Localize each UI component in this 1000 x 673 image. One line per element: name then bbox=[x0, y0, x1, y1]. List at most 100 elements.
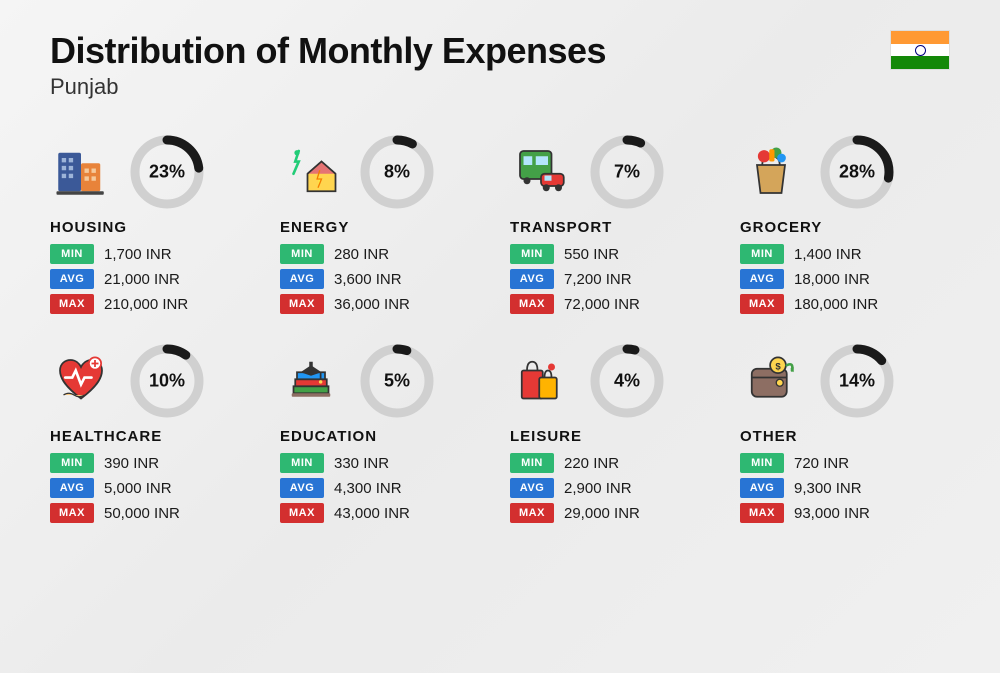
stat-row-avg: AVG 4,300 INR bbox=[280, 478, 490, 498]
category-name: HEALTHCARE bbox=[50, 428, 260, 445]
stat-row-avg: AVG 21,000 INR bbox=[50, 269, 260, 289]
percent-label: 23% bbox=[149, 162, 185, 183]
stat-row-min: MIN 330 INR bbox=[280, 453, 490, 473]
max-label: MAX bbox=[50, 294, 94, 314]
max-value: 29,000 INR bbox=[564, 505, 640, 522]
max-label: MAX bbox=[280, 294, 324, 314]
max-label: MAX bbox=[280, 503, 324, 523]
percent-ring: 23% bbox=[130, 135, 204, 209]
stat-row-min: MIN 220 INR bbox=[510, 453, 720, 473]
svg-text:$: $ bbox=[775, 362, 781, 373]
avg-label: AVG bbox=[740, 269, 784, 289]
max-label: MAX bbox=[50, 503, 94, 523]
other-icon: $ bbox=[740, 350, 802, 412]
category-card: $ 14% OTHER MIN 720 INR AVG 9,300 INR MA… bbox=[740, 344, 950, 523]
min-value: 220 INR bbox=[564, 455, 619, 472]
stat-row-avg: AVG 5,000 INR bbox=[50, 478, 260, 498]
stat-row-avg: AVG 18,000 INR bbox=[740, 269, 950, 289]
max-value: 72,000 INR bbox=[564, 296, 640, 313]
percent-label: 28% bbox=[839, 162, 875, 183]
avg-value: 4,300 INR bbox=[334, 480, 402, 497]
percent-label: 4% bbox=[614, 371, 640, 392]
avg-label: AVG bbox=[50, 478, 94, 498]
percent-ring: 8% bbox=[360, 135, 434, 209]
category-card: 7% TRANSPORT MIN 550 INR AVG 7,200 INR M… bbox=[510, 135, 720, 314]
category-name: ENERGY bbox=[280, 219, 490, 236]
stat-row-avg: AVG 2,900 INR bbox=[510, 478, 720, 498]
category-name: HOUSING bbox=[50, 219, 260, 236]
max-value: 180,000 INR bbox=[794, 296, 878, 313]
max-value: 36,000 INR bbox=[334, 296, 410, 313]
category-card: 10% HEALTHCARE MIN 390 INR AVG 5,000 INR… bbox=[50, 344, 260, 523]
transport-icon bbox=[510, 141, 572, 203]
min-label: MIN bbox=[280, 453, 324, 473]
min-label: MIN bbox=[510, 244, 554, 264]
stat-row-max: MAX 180,000 INR bbox=[740, 294, 950, 314]
education-icon bbox=[280, 350, 342, 412]
stat-row-min: MIN 1,700 INR bbox=[50, 244, 260, 264]
stat-row-min: MIN 550 INR bbox=[510, 244, 720, 264]
min-value: 1,700 INR bbox=[104, 246, 172, 263]
min-value: 390 INR bbox=[104, 455, 159, 472]
stat-row-avg: AVG 9,300 INR bbox=[740, 478, 950, 498]
percent-label: 8% bbox=[384, 162, 410, 183]
max-label: MAX bbox=[510, 503, 554, 523]
category-name: LEISURE bbox=[510, 428, 720, 445]
category-name: TRANSPORT bbox=[510, 219, 720, 236]
max-label: MAX bbox=[510, 294, 554, 314]
min-value: 280 INR bbox=[334, 246, 389, 263]
min-label: MIN bbox=[740, 453, 784, 473]
max-value: 93,000 INR bbox=[794, 505, 870, 522]
stat-row-max: MAX 50,000 INR bbox=[50, 503, 260, 523]
avg-value: 18,000 INR bbox=[794, 271, 870, 288]
stat-row-avg: AVG 3,600 INR bbox=[280, 269, 490, 289]
avg-label: AVG bbox=[50, 269, 94, 289]
avg-value: 21,000 INR bbox=[104, 271, 180, 288]
percent-label: 14% bbox=[839, 371, 875, 392]
avg-value: 3,600 INR bbox=[334, 271, 402, 288]
stat-row-avg: AVG 7,200 INR bbox=[510, 269, 720, 289]
category-card: 23% HOUSING MIN 1,700 INR AVG 21,000 INR… bbox=[50, 135, 260, 314]
stat-row-max: MAX 29,000 INR bbox=[510, 503, 720, 523]
category-card: 28% GROCERY MIN 1,400 INR AVG 18,000 INR… bbox=[740, 135, 950, 314]
avg-value: 7,200 INR bbox=[564, 271, 632, 288]
grocery-icon bbox=[740, 141, 802, 203]
stat-row-max: MAX 72,000 INR bbox=[510, 294, 720, 314]
avg-value: 9,300 INR bbox=[794, 480, 862, 497]
stat-row-min: MIN 390 INR bbox=[50, 453, 260, 473]
percent-label: 10% bbox=[149, 371, 185, 392]
min-label: MIN bbox=[280, 244, 324, 264]
stat-row-min: MIN 720 INR bbox=[740, 453, 950, 473]
min-value: 550 INR bbox=[564, 246, 619, 263]
min-value: 720 INR bbox=[794, 455, 849, 472]
category-card: 5% EDUCATION MIN 330 INR AVG 4,300 INR M… bbox=[280, 344, 490, 523]
min-label: MIN bbox=[510, 453, 554, 473]
page-title: Distribution of Monthly Expenses bbox=[50, 30, 606, 72]
category-card: 8% ENERGY MIN 280 INR AVG 3,600 INR MAX … bbox=[280, 135, 490, 314]
min-value: 1,400 INR bbox=[794, 246, 862, 263]
percent-label: 7% bbox=[614, 162, 640, 183]
stat-row-max: MAX 93,000 INR bbox=[740, 503, 950, 523]
max-label: MAX bbox=[740, 294, 784, 314]
percent-ring: 28% bbox=[820, 135, 894, 209]
avg-label: AVG bbox=[280, 269, 324, 289]
max-value: 50,000 INR bbox=[104, 505, 180, 522]
percent-ring: 10% bbox=[130, 344, 204, 418]
india-flag-icon bbox=[890, 30, 950, 70]
avg-value: 5,000 INR bbox=[104, 480, 172, 497]
leisure-icon bbox=[510, 350, 572, 412]
category-name: EDUCATION bbox=[280, 428, 490, 445]
percent-label: 5% bbox=[384, 371, 410, 392]
min-label: MIN bbox=[740, 244, 784, 264]
category-name: GROCERY bbox=[740, 219, 950, 236]
percent-ring: 5% bbox=[360, 344, 434, 418]
percent-ring: 14% bbox=[820, 344, 894, 418]
category-name: OTHER bbox=[740, 428, 950, 445]
stat-row-min: MIN 1,400 INR bbox=[740, 244, 950, 264]
energy-icon bbox=[280, 141, 342, 203]
min-value: 330 INR bbox=[334, 455, 389, 472]
stat-row-max: MAX 36,000 INR bbox=[280, 294, 490, 314]
stat-row-max: MAX 210,000 INR bbox=[50, 294, 260, 314]
avg-label: AVG bbox=[740, 478, 784, 498]
percent-ring: 7% bbox=[590, 135, 664, 209]
